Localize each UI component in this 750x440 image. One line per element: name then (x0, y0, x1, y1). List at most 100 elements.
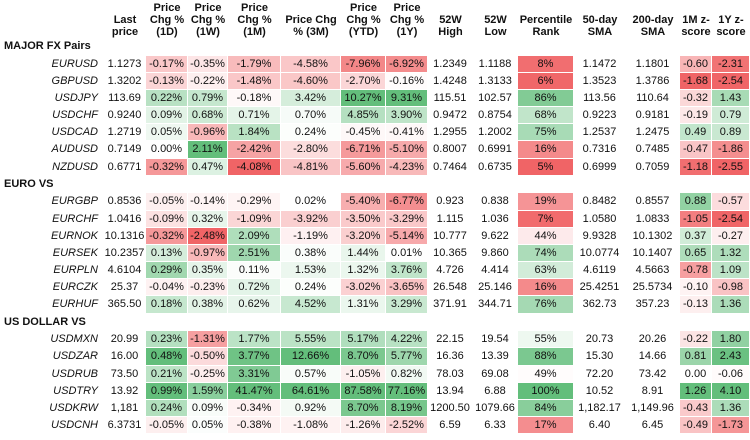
value-cell: 1.59% (188, 382, 228, 400)
value-cell: 55% (518, 331, 574, 349)
value-cell: 1,181 (104, 399, 146, 418)
value-cell: -4.60% (281, 72, 341, 90)
value-cell: -2.52% (386, 417, 428, 435)
column-header: 52W High (438, 14, 463, 38)
value-cell: -0.17% (146, 55, 188, 73)
value-cell: 5.55% (281, 331, 341, 349)
value-cell: 0.88 (680, 193, 712, 211)
value-cell: -0.29% (228, 193, 281, 211)
value-cell: 9.9328 (574, 227, 626, 245)
value-cell: 0.8482 (574, 193, 626, 211)
value-cell: -0.38% (228, 417, 281, 435)
value-cell: -1.48% (228, 72, 281, 90)
value-cell: 10.0774 (574, 244, 626, 263)
value-cell: 20.73 (574, 331, 626, 349)
value-cell: 1,182.17 (574, 399, 626, 418)
pair-label: USDCAD (51, 126, 98, 139)
value-cell: 0.00 (680, 365, 712, 383)
value-cell: -0.23% (188, 279, 228, 297)
value-cell: -4.58% (281, 55, 341, 73)
value-cell: 4.52% (281, 296, 341, 314)
value-cell: 0.7149 (104, 141, 146, 159)
value-cell: 73.42 (626, 365, 680, 383)
value-cell: 362.73 (574, 296, 626, 314)
pair-label: USDCHF (52, 109, 98, 122)
value-cell: 0.65 (680, 244, 712, 263)
value-cell: 1.0580 (574, 210, 626, 228)
value-cell: 41.47% (228, 382, 281, 400)
value-cell: 1.0416 (104, 210, 146, 228)
value-cell: 1.3523 (574, 72, 626, 90)
value-cell: 0.7464 (428, 158, 473, 176)
table-row: USDMXN 20.99 0.23% -1.31% 1.77% 5.55% 5.17% 4.2… (0, 331, 750, 349)
value-cell: 3.76% (386, 262, 428, 280)
value-cell: 73.50 (104, 365, 146, 383)
value-cell: 16.00 (104, 348, 146, 366)
value-cell: 0.38% (188, 296, 228, 314)
value-cell: 1200.50 (428, 399, 473, 418)
value-cell: 10.1407 (626, 244, 680, 263)
value-cell: 6.3731 (104, 417, 146, 435)
value-cell: 10.1316 (104, 227, 146, 245)
value-cell: 0.29% (146, 262, 188, 280)
pair-label: USDCNH (50, 419, 98, 432)
value-cell: 10.365 (428, 244, 473, 263)
value-cell: -0.96% (188, 124, 228, 142)
value-cell: 1.84% (228, 124, 281, 142)
pair-label: USDZAR (52, 350, 98, 363)
value-cell: -0.16% (386, 72, 428, 90)
table-row: USDRUB 73.50 0.21% -0.25% 3.31% 0.57% -1.05% 0.… (0, 365, 750, 383)
value-cell: -1.86 (712, 141, 750, 159)
value-cell: -0.47 (680, 141, 712, 159)
value-cell: 19.54 (473, 331, 518, 349)
value-cell: 5.17% (341, 331, 386, 349)
value-cell: 25.146 (473, 279, 518, 297)
value-cell: -4.81% (281, 158, 341, 176)
value-cell: 4.6104 (104, 262, 146, 280)
table-row: EURCHF 1.0416 -0.09% 0.32% -1.09% -3.92% -3.50… (0, 210, 750, 228)
table-row: EURCZK 25.37 -0.04% -0.23% 0.72% 0.24% -3.02% -… (0, 279, 750, 297)
value-cell: 102.57 (473, 89, 518, 108)
value-cell: 110.64 (626, 89, 680, 108)
value-cell: 2.11% (188, 141, 228, 159)
value-cell: 1.2719 (104, 124, 146, 142)
value-cell: 0.70% (281, 107, 341, 125)
value-cell: -1.05% (341, 365, 386, 383)
value-cell: -2.48% (188, 227, 228, 245)
value-cell: 87.58% (341, 382, 386, 400)
value-cell: 10.1302 (626, 227, 680, 245)
value-cell: 1.77% (228, 331, 281, 349)
value-cell: 1.09 (712, 262, 750, 280)
value-cell: -0.97% (188, 244, 228, 263)
value-cell: 0.9240 (104, 107, 146, 125)
value-cell: 0.6991 (473, 141, 518, 159)
value-cell: 4.5663 (626, 262, 680, 280)
value-cell: 0.21% (146, 365, 188, 383)
table-row: USDKRW 1,181 0.24% 0.09% -0.34% 0.92% 8.70% 8.1… (0, 399, 750, 418)
value-cell: 0.8754 (473, 107, 518, 125)
value-cell: -0.32 (680, 89, 712, 108)
value-cell: -4.23% (386, 158, 428, 176)
value-cell: -3.02% (341, 279, 386, 297)
value-cell: 113.69 (104, 89, 146, 108)
value-cell: 0.72% (228, 279, 281, 297)
value-cell: 88% (518, 348, 574, 366)
column-header: 1M z-score (681, 14, 711, 38)
pair-label: EURUSD (51, 57, 98, 70)
value-cell: 7% (518, 210, 574, 228)
value-cell: 0.8557 (626, 193, 680, 211)
value-cell: -0.27 (712, 227, 750, 245)
value-cell: -0.06 (712, 365, 750, 383)
value-cell: 0.9223 (574, 107, 626, 125)
value-cell: 1.3133 (473, 72, 518, 90)
value-cell: -2.55 (712, 158, 750, 176)
value-cell: 1.4248 (428, 72, 473, 90)
value-cell: 4.10 (712, 382, 750, 400)
value-cell: 9.31% (386, 89, 428, 108)
value-cell: 0.79% (188, 89, 228, 108)
value-cell: 75% (518, 124, 574, 142)
value-cell: 0.09% (188, 399, 228, 418)
value-cell: 0.8536 (104, 193, 146, 211)
value-cell: 9.860 (473, 244, 518, 263)
value-cell: 0.23% (146, 331, 188, 349)
